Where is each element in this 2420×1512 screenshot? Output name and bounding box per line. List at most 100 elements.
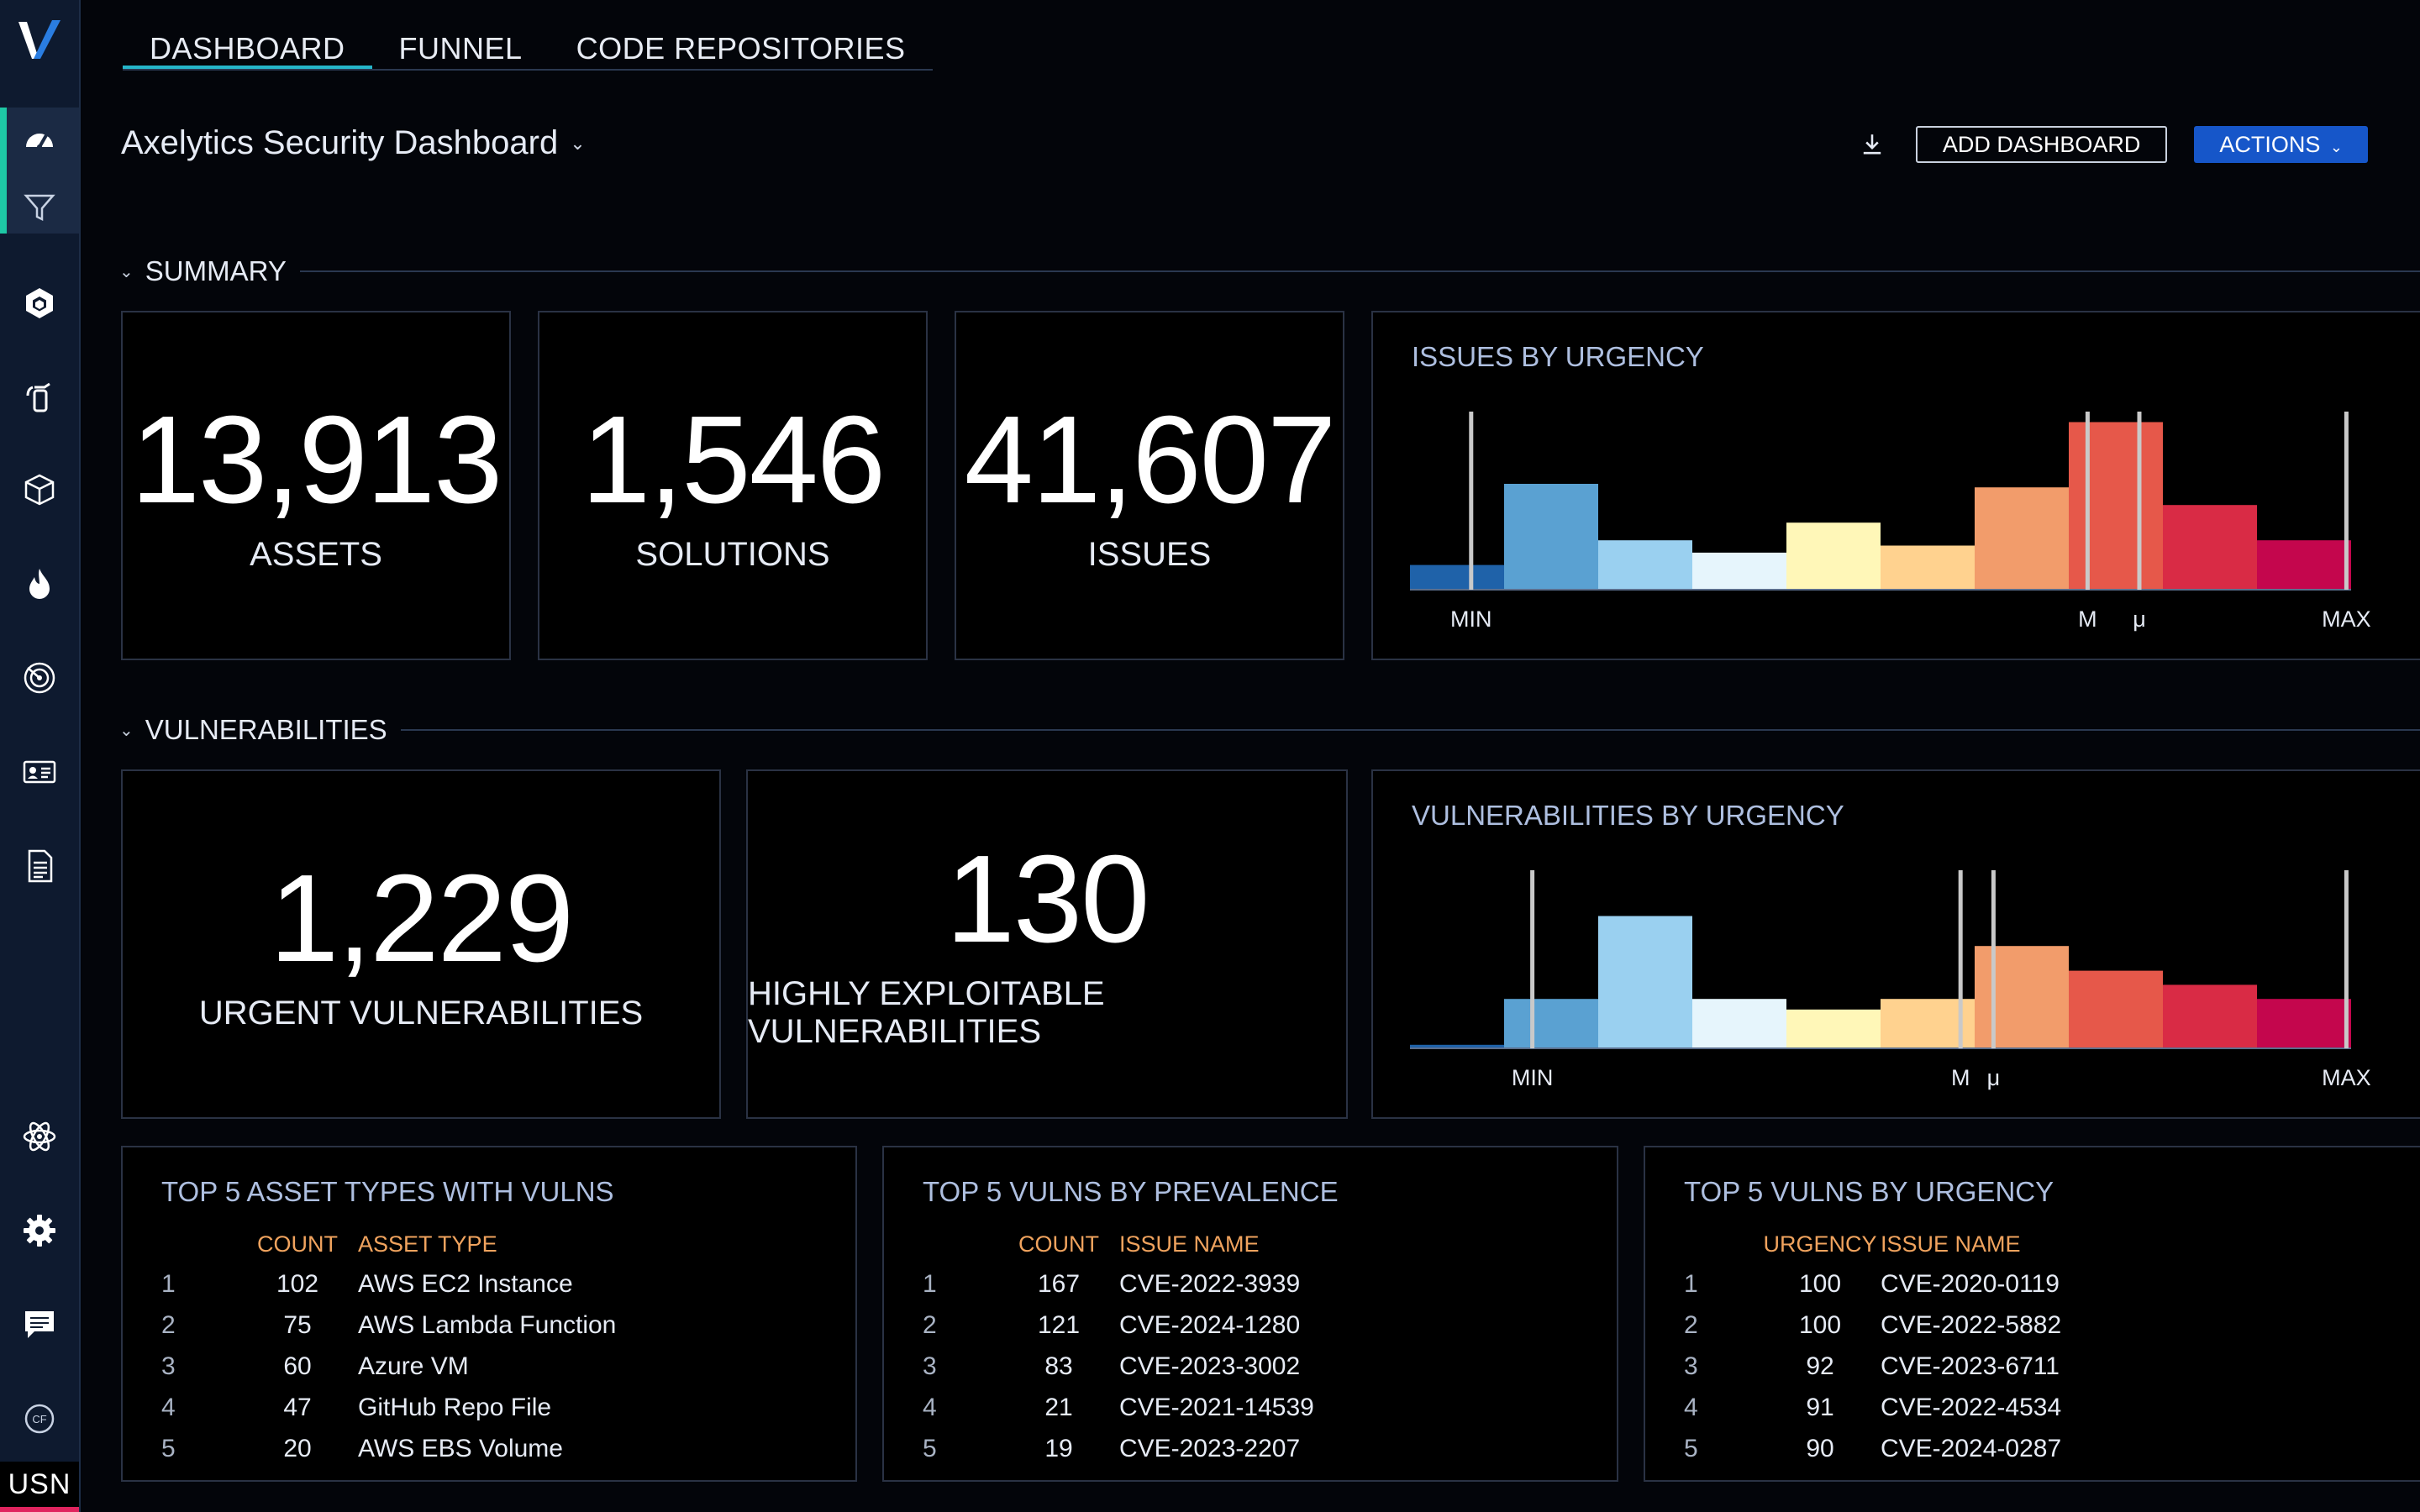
sidebar-item-assets[interactable]: [17, 281, 62, 326]
top-asset-types-card[interactable]: TOP 5 ASSET TYPES WITH VULNS COUNT ASSET…: [121, 1146, 857, 1482]
row-count: 167: [1037, 1269, 1081, 1298]
row-index: 3: [923, 1352, 937, 1380]
histogram-bar[interactable]: [2163, 984, 2257, 1048]
summary-section-header[interactable]: ⌄ SUMMARY: [119, 255, 2420, 287]
chevron-down-icon: ⌄: [119, 721, 134, 740]
main-content: DASHBOARD FUNNEL CODE REPOSITORIES Axely…: [81, 0, 2420, 1512]
top-vulns-urgency-card[interactable]: TOP 5 VULNS BY URGENCY URGENCY ISSUE NAM…: [1644, 1146, 2420, 1482]
table-row[interactable]: 2 100 CVE-2022-5882: [1684, 1305, 2061, 1346]
sidebar-item-settings[interactable]: [17, 1208, 62, 1253]
table-row[interactable]: 3 60 Azure VM: [161, 1346, 616, 1387]
histogram-bar[interactable]: [1692, 999, 1786, 1048]
histogram-bar[interactable]: [1410, 564, 1504, 590]
sidebar-item-threats[interactable]: [17, 561, 62, 606]
tab-dashboard[interactable]: DASHBOARD: [123, 25, 372, 69]
dashboard-title-dropdown[interactable]: Axelytics Security Dashboard ⌄: [121, 124, 586, 162]
vulnerabilities-section-header[interactable]: ⌄ VULNERABILITIES: [119, 714, 2420, 746]
download-icon[interactable]: [1855, 128, 1889, 161]
sidebar-item-cf[interactable]: CF: [17, 1396, 62, 1441]
row-count: 100: [1798, 1310, 1842, 1339]
kpi-assets[interactable]: 13,913 ASSETS: [121, 311, 511, 660]
histogram-bar[interactable]: [2069, 970, 2163, 1048]
table-row[interactable]: 2 121 CVE-2024-1280: [923, 1305, 1314, 1346]
histogram-bar[interactable]: [1975, 487, 2069, 590]
brand-logo-icon[interactable]: [15, 17, 64, 66]
histogram-bar[interactable]: [2069, 422, 2163, 591]
table-header-name[interactable]: ISSUE NAME: [1119, 1231, 1260, 1257]
table-header-urgency[interactable]: URGENCY: [1763, 1231, 1877, 1257]
tab-funnel[interactable]: FUNNEL: [398, 31, 523, 66]
kpi-solutions[interactable]: 1,546 SOLUTIONS: [538, 311, 928, 660]
section-divider: [400, 729, 2420, 731]
table-header-name[interactable]: ISSUE NAME: [1881, 1231, 2021, 1257]
fire-extinguisher-icon: [26, 382, 50, 412]
table-header-name[interactable]: ASSET TYPE: [358, 1231, 497, 1257]
histogram-bar[interactable]: [1786, 1009, 1881, 1048]
sidebar: CF USN: [0, 0, 81, 1512]
table-header-count[interactable]: COUNT: [1018, 1231, 1099, 1257]
histogram-bar[interactable]: [1692, 552, 1786, 590]
document-icon: [28, 849, 53, 883]
sidebar-item-inventory[interactable]: [17, 467, 62, 512]
row-index: 3: [161, 1352, 176, 1380]
stat-marker-label: MIN: [1512, 1065, 1554, 1090]
sidebar-item-chat[interactable]: [17, 1302, 62, 1347]
histogram-bar[interactable]: [2163, 505, 2257, 590]
table-row[interactable]: 4 47 GitHub Repo File: [161, 1387, 616, 1428]
table-row[interactable]: 3 92 CVE-2023-6711: [1684, 1346, 2061, 1387]
kpi-urgent-vulnerabilities[interactable]: 1,229 URGENT VULNERABILITIES: [121, 769, 721, 1119]
top-vulns-prevalence-card[interactable]: TOP 5 VULNS BY PREVALENCE COUNT ISSUE NA…: [882, 1146, 1618, 1482]
table-row[interactable]: 3 83 CVE-2023-3002: [923, 1346, 1314, 1387]
tab-code-repositories[interactable]: CODE REPOSITORIES: [576, 31, 906, 66]
row-name: CVE-2022-5882: [1881, 1310, 2062, 1339]
row-count: 90: [1806, 1434, 1834, 1462]
histogram-bar[interactable]: [1786, 522, 1881, 590]
table-row[interactable]: 1 102 AWS EC2 Instance: [161, 1263, 616, 1305]
kpi-exploitable-vulnerabilities[interactable]: 130 HIGHLY EXPLOITABLE VULNERABILITIES: [746, 769, 1348, 1119]
sidebar-item-dashboard[interactable]: [17, 118, 62, 163]
row-name: CVE-2023-2207: [1119, 1434, 1301, 1462]
histogram-bar[interactable]: [1975, 946, 2069, 1048]
kpi-issues[interactable]: 41,607 ISSUES: [955, 311, 1344, 660]
sidebar-item-remediation[interactable]: [17, 373, 62, 418]
table-row[interactable]: 1 100 CVE-2020-0119: [1684, 1263, 2061, 1305]
sidebar-item-integrations[interactable]: [17, 1114, 62, 1159]
table-row[interactable]: 4 91 CVE-2022-4534: [1684, 1387, 2061, 1428]
row-name: CVE-2023-6711: [1881, 1352, 2060, 1380]
row-count: 83: [1044, 1352, 1073, 1380]
svg-text:CF: CF: [32, 1413, 46, 1425]
stat-marker-label: MAX: [2322, 1065, 2371, 1090]
histogram-bar[interactable]: [2257, 540, 2351, 590]
histogram-bar[interactable]: [1598, 916, 1692, 1049]
sidebar-item-filter[interactable]: [17, 185, 62, 230]
top-vulns-prevalence-table: COUNT ISSUE NAME 1 167 CVE-2022-3939 2 121 CV…: [923, 1225, 1314, 1469]
histogram-bar[interactable]: [1881, 545, 1975, 591]
histogram-bar[interactable]: [1410, 1044, 1504, 1048]
row-count: 121: [1037, 1310, 1081, 1339]
table-row[interactable]: 2 75 AWS Lambda Function: [161, 1305, 616, 1346]
table-title: TOP 5 ASSET TYPES WITH VULNS: [161, 1176, 614, 1207]
actions-button-label: ACTIONS: [2219, 132, 2321, 157]
histogram-bar[interactable]: [1504, 484, 1598, 590]
histogram-bar[interactable]: [1598, 540, 1692, 590]
histogram-bar[interactable]: [1504, 999, 1598, 1048]
region-badge[interactable]: USN: [0, 1462, 79, 1512]
row-index: 2: [923, 1310, 937, 1339]
table-header-count[interactable]: COUNT: [257, 1231, 338, 1257]
table-row[interactable]: 5 90 CVE-2024-0287: [1684, 1428, 2061, 1469]
chat-icon: [25, 1311, 54, 1338]
actions-button[interactable]: ACTIONS ⌄: [2194, 126, 2368, 163]
table-row[interactable]: 5 20 AWS EBS Volume: [161, 1428, 616, 1469]
chevron-down-icon: ⌄: [119, 262, 134, 281]
histogram-bar[interactable]: [2257, 999, 2351, 1048]
table-row[interactable]: 1 167 CVE-2022-3939: [923, 1263, 1314, 1305]
sidebar-item-identities[interactable]: [17, 749, 62, 795]
row-index: 5: [1684, 1434, 1698, 1462]
table-row[interactable]: 4 21 CVE-2021-14539: [923, 1387, 1314, 1428]
sidebar-item-scans[interactable]: [17, 655, 62, 701]
table-row[interactable]: 5 19 CVE-2023-2207: [923, 1428, 1314, 1469]
sidebar-item-reports[interactable]: [17, 843, 62, 889]
add-dashboard-button[interactable]: ADD DASHBOARD: [1915, 126, 2168, 163]
